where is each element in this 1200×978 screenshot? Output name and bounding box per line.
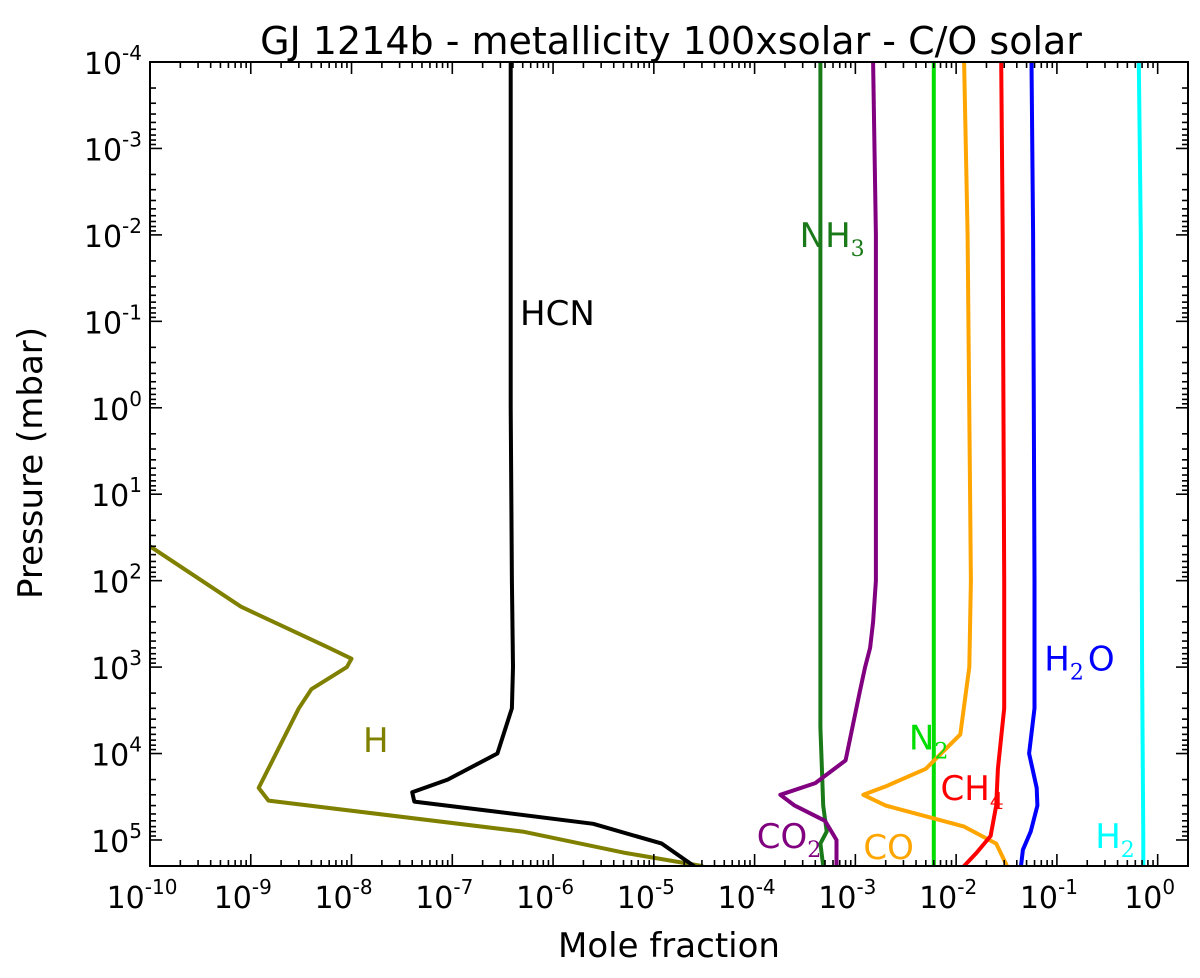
series-line-co2 [778, 62, 878, 866]
x-tick-labels: 10-10 10-9 10-8 10-7 10-6 10-5 10-4 10-3 10-2 10-… [107, 875, 1176, 916]
series-labels: H HCN NH3 CO2 N2 CO CH4 H2 O H2 [363, 216, 1135, 868]
series-label-h: H [363, 721, 389, 761]
x-tick-label: 10-5 [617, 875, 675, 916]
series-label-nh3: NH3 [800, 216, 865, 262]
series-line-hcn [410, 62, 696, 866]
x-tick-label: 10-8 [314, 875, 372, 916]
y-tick-label: 10-4 [84, 41, 142, 82]
y-tick-label: 102 [91, 560, 142, 601]
y-tick-label: 104 [91, 733, 142, 774]
x-tick-label: 10-2 [919, 875, 977, 916]
series-label-ch4: CH4 [941, 769, 1004, 815]
x-tick-label: 10-3 [818, 875, 876, 916]
x-tick-label: 10-9 [214, 875, 272, 916]
y-tick-labels: 10-4 10-3 10-2 10-1 100 101 102 103 104 105 [84, 41, 142, 860]
x-tick-label: 10-7 [415, 875, 473, 916]
plot-frame [149, 61, 1189, 867]
y-tick-label: 10-3 [84, 127, 142, 168]
series-line-h [150, 544, 704, 866]
x-axis-label: Mole fraction [558, 926, 780, 966]
y-tick-label: 103 [91, 646, 142, 687]
x-tick-label: 10-4 [718, 875, 776, 916]
series-label-hcn: HCN [520, 294, 595, 334]
series-label-h2o: H2 O [1044, 640, 1114, 686]
x-tick-label: 10-1 [1020, 875, 1078, 916]
chart-title: GJ 1214b - metallicity 100xsolar - C/O s… [260, 19, 1082, 63]
series-line-nh3 [818, 62, 829, 866]
y-tick-label: 100 [91, 387, 142, 428]
series-line-h2o [1019, 62, 1040, 866]
y-axis-label: Pressure (mbar) [11, 327, 51, 599]
series-label-co: CO [863, 828, 914, 868]
series-label-h2: H2 [1095, 817, 1135, 863]
x-tick-label: 100 [1124, 875, 1175, 916]
x-tick-label: 10-6 [516, 875, 574, 916]
y-tick-label: 101 [91, 473, 142, 514]
series-line-ch4 [962, 62, 1007, 866]
series-line-h2 [1136, 62, 1146, 866]
series-line-co [861, 62, 1009, 866]
series-label-co2: CO2 [757, 817, 822, 863]
x-tick-label: 10-10 [107, 875, 178, 916]
series-label-n2: N2 [909, 718, 948, 764]
y-tick-label: 10-2 [84, 214, 142, 255]
y-tick-label: 105 [91, 819, 142, 860]
axis-ticks [149, 61, 1189, 867]
y-tick-label: 10-1 [84, 300, 142, 341]
